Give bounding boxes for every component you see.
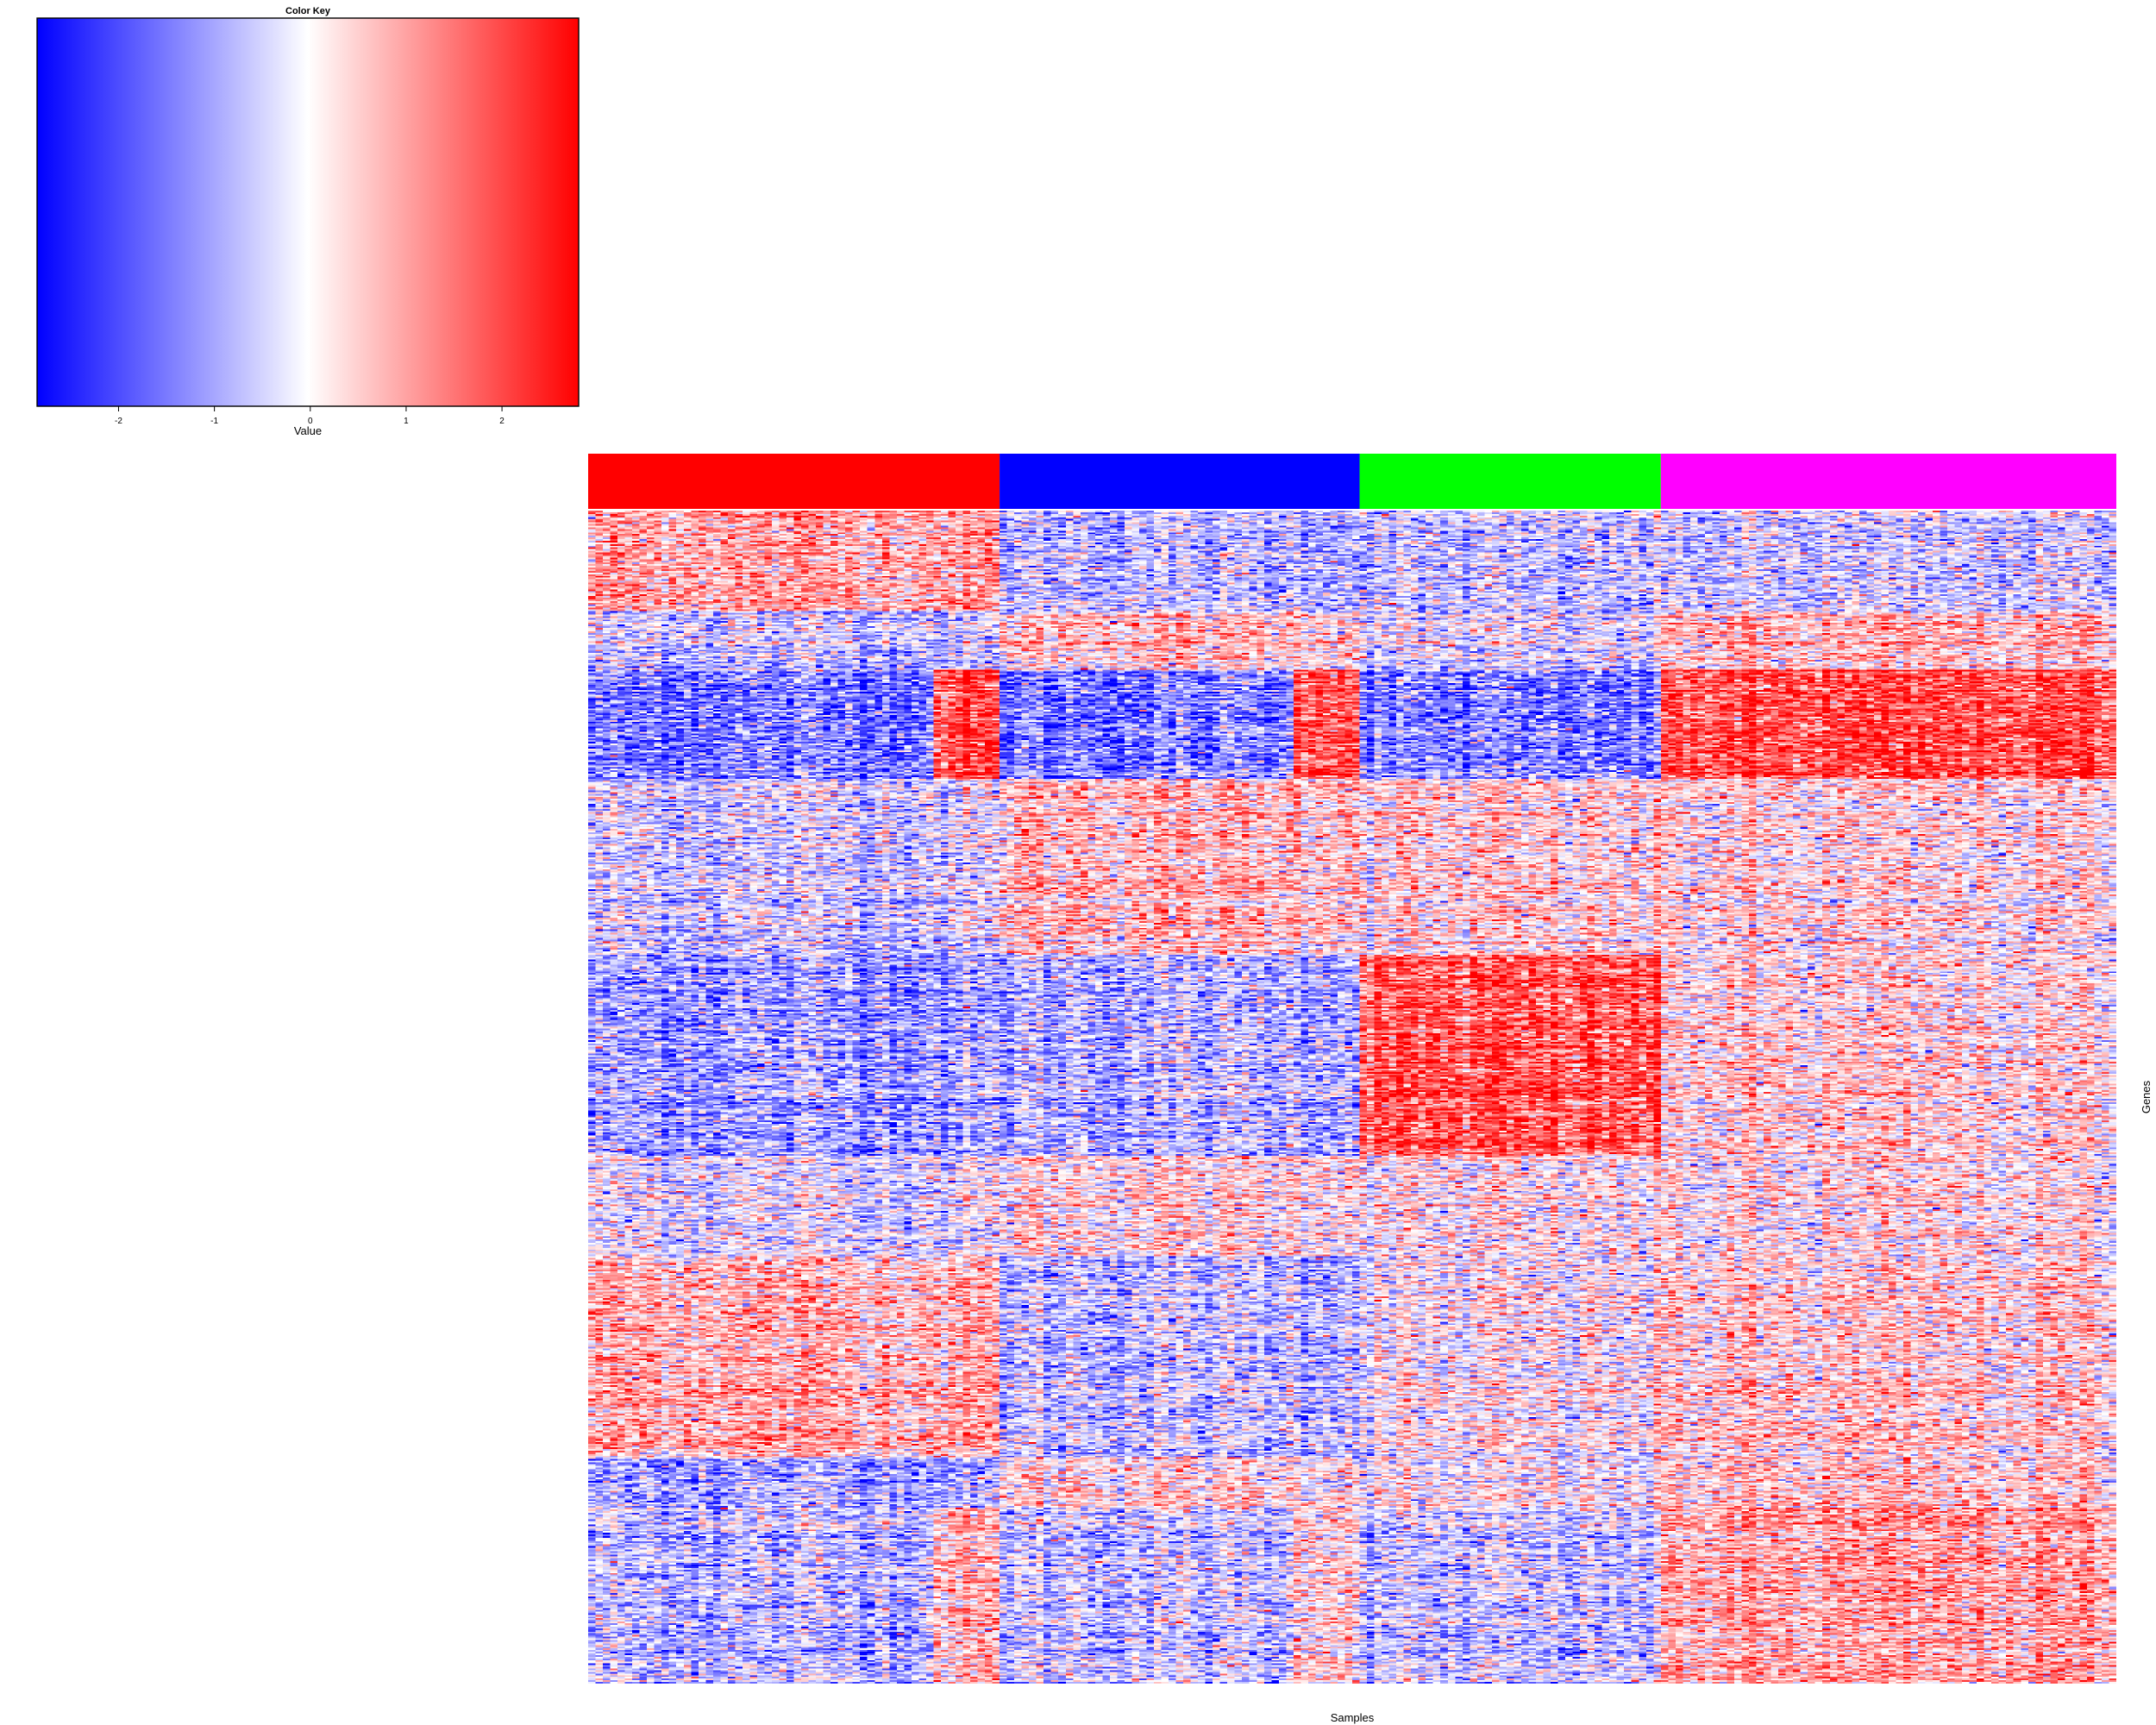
sample-group-1 <box>588 454 1000 509</box>
color-key-tick-label-3: 1 <box>404 417 409 426</box>
color-key-tick-label-4: 2 <box>499 417 505 426</box>
heatmap-cells <box>588 511 2116 1684</box>
sample-group-2 <box>1000 454 1360 509</box>
sample-group-3 <box>1359 454 1661 509</box>
color-key-tick-label-2: 0 <box>308 417 313 426</box>
color-key-tick-label-0: -2 <box>115 417 122 426</box>
color-key-value-label: Value <box>294 424 322 437</box>
color-key: Color Key -2 -1 0 1 2 Value <box>36 6 580 437</box>
sample-group-bar <box>588 454 2116 509</box>
x-axis-label: Samples <box>1331 1711 1375 1724</box>
color-key-title: Color Key <box>285 6 331 16</box>
color-key-tick-label-1: -1 <box>210 417 218 426</box>
color-key-frame <box>36 17 580 407</box>
heatmap-raster <box>588 511 2116 1684</box>
y-axis-label: Genes <box>2140 1080 2153 1113</box>
color-key-gradient-bar <box>37 18 579 406</box>
color-key-ticks: -2 -1 0 1 2 <box>115 406 505 426</box>
sample-group-4 <box>1660 454 2116 509</box>
color-key-gradient <box>37 18 579 406</box>
